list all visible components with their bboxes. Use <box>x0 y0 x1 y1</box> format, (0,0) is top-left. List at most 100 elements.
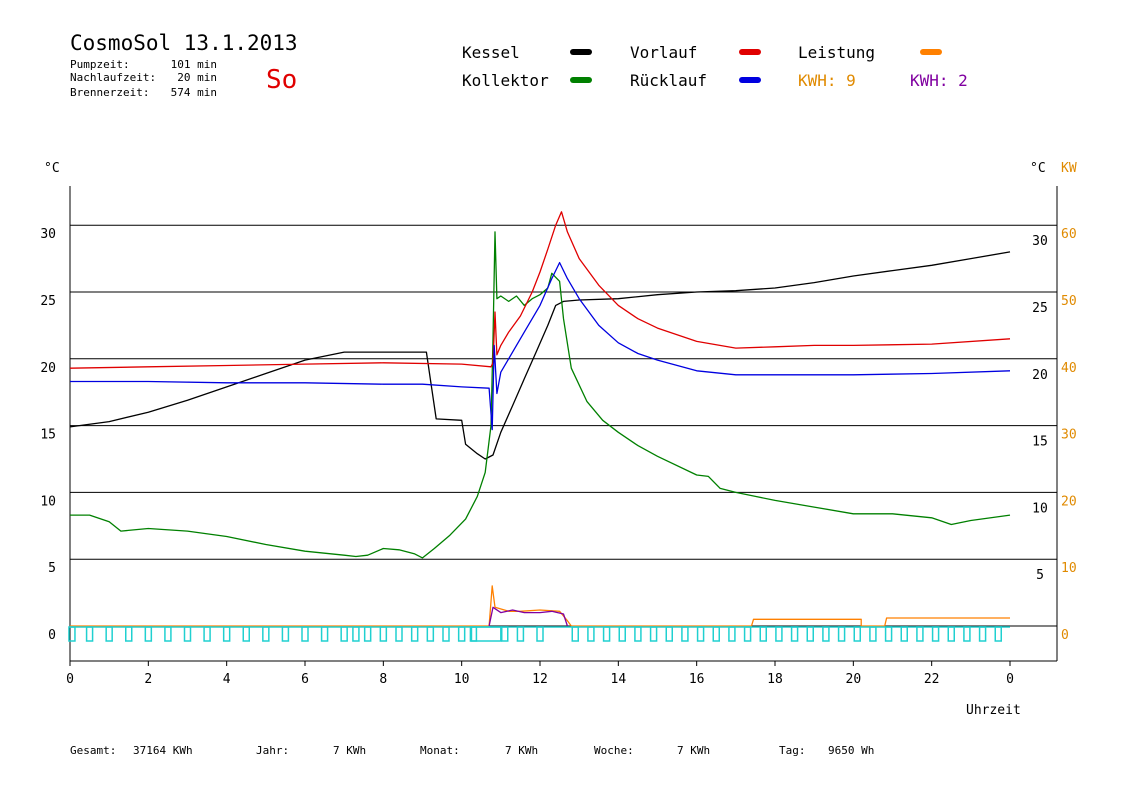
stat-label: Brennerzeit: <box>70 86 149 99</box>
pump-pulse <box>634 626 642 642</box>
axes <box>69 186 1058 662</box>
pump-pulse <box>571 626 579 642</box>
legend-label-kollektor: Kollektor <box>462 71 549 90</box>
x-tick-label: 10 <box>454 672 470 687</box>
y-right-tick-label: 15 <box>1032 435 1048 450</box>
pump-pulse <box>649 626 658 642</box>
pump-pulse <box>618 626 626 642</box>
x-tick-label: 20 <box>846 672 862 687</box>
x-tick-label: 14 <box>611 672 627 687</box>
footer-value: 9650 Wh <box>828 744 874 757</box>
pump-pulse <box>536 626 544 642</box>
pump-pulse <box>963 626 971 642</box>
y-axis-label-right: °C <box>1030 161 1046 176</box>
footer-value: 7 KWh <box>677 744 710 757</box>
pump-pulse <box>916 626 924 642</box>
y-left-tick-label: 0 <box>48 628 56 643</box>
y-left-tick-label: 15 <box>40 428 56 443</box>
pump-pulse <box>790 626 799 642</box>
stat-value: 574 min <box>171 86 217 99</box>
x-tick-label: 8 <box>379 672 387 687</box>
y-right-tick-label: 10 <box>1032 501 1048 516</box>
footer: Gesamt: 37164 KWh Jahr: 7 KWh Monat: 7 K… <box>70 744 874 757</box>
pump-pulse <box>775 626 783 642</box>
stat-value: 101 min <box>171 58 217 71</box>
x-tick-label: 2 <box>144 672 152 687</box>
pump-pulse <box>426 626 435 642</box>
pump-pulse <box>410 626 419 642</box>
x-axis-label: Uhrzeit <box>966 703 1021 718</box>
pump-pulse <box>242 626 250 642</box>
pump-pulse <box>759 626 767 642</box>
y-right-tick-label: 20 <box>1032 368 1048 383</box>
kw-tick-label: 50 <box>1061 294 1077 309</box>
pump-pulse <box>728 626 736 642</box>
footer-label: Jahr: <box>256 744 289 757</box>
footer-label: Gesamt: <box>70 744 116 757</box>
pump-pulse <box>869 626 877 642</box>
legend-swatch-kessel <box>570 49 592 55</box>
stat-value: 20 min <box>177 71 217 84</box>
y-axis-label-left: °C <box>44 161 60 176</box>
series-line-kwh-2-curve <box>488 606 569 627</box>
stats-block: Pumpzeit: 101 min Nachlaufzeit: 20 min B… <box>70 58 217 99</box>
x-tick-label: 0 <box>66 672 74 687</box>
footer-value: 37164 KWh <box>133 744 193 757</box>
pump-pulse <box>144 626 153 642</box>
pump-pulse <box>743 626 752 642</box>
footer-label: Woche: <box>594 744 634 757</box>
pump-pulse <box>203 626 211 642</box>
pump-pulse <box>900 626 908 642</box>
footer-label: Tag: <box>779 744 806 757</box>
pump-pulse <box>837 626 846 642</box>
stat-label: Pumpzeit: <box>70 58 130 71</box>
pump-pulse <box>681 626 689 642</box>
pump-pulse <box>696 626 705 642</box>
pump-pulse <box>822 626 830 642</box>
pump-pulse <box>587 626 595 642</box>
y-left-tick-label: 5 <box>48 561 56 576</box>
legend-label-vorlauf: Vorlauf <box>630 43 697 62</box>
tick-labels: 0 2 4 6 8 10 12 14 16 18 20 22 0 0 5 10 15 20 25 30 5 10 15 20 2… <box>40 227 1076 687</box>
y-right-tick-label: 5 <box>1036 568 1044 583</box>
y-left-tick-label: 10 <box>40 494 56 509</box>
legend-swatch-ruecklauf <box>739 77 761 83</box>
footer-label: Monat: <box>420 744 460 757</box>
stat-label: Nachlaufzeit: <box>70 71 156 84</box>
y-left-tick-label: 25 <box>40 294 56 309</box>
pump-pulse <box>105 626 113 642</box>
series <box>69 211 1011 627</box>
x-tick-label: 16 <box>689 672 705 687</box>
series-line-kollektor <box>70 231 1011 559</box>
kwh-label-1: KWH: 9 <box>798 71 856 90</box>
kw-tick-label: 30 <box>1061 428 1077 443</box>
pump-pulse <box>183 626 192 642</box>
series-line-kessel <box>69 251 1011 460</box>
pump-pulse <box>363 626 372 642</box>
legend: Kessel Kollektor Vorlauf Rücklauf Leistu… <box>462 43 968 90</box>
y-left-tick-label: 20 <box>40 361 56 376</box>
footer-value: 7 KWh <box>505 744 538 757</box>
x-tick-label: 6 <box>301 672 309 687</box>
pump-pulse <box>379 626 388 642</box>
pump-pulse <box>320 626 329 642</box>
y-right-tick-label: 25 <box>1032 301 1048 316</box>
kwh-label-2: KWH: 2 <box>910 71 968 90</box>
kw-axis-label: KW <box>1061 161 1077 176</box>
y-right-tick-label: 30 <box>1032 234 1048 249</box>
x-tick-label: 22 <box>924 672 940 687</box>
pump-pulse <box>978 626 987 642</box>
pump-pulse <box>501 626 509 642</box>
legend-swatch-kollektor <box>570 77 592 83</box>
pump-pulse <box>352 626 360 642</box>
legend-swatch-leistung <box>920 49 942 55</box>
kw-tick-label: 0 <box>1061 628 1069 643</box>
kw-tick-label: 60 <box>1061 227 1077 242</box>
x-tick-label: 0 <box>1006 672 1014 687</box>
kw-tick-label: 20 <box>1061 494 1077 509</box>
pump-pulse <box>125 626 133 642</box>
pump-pulse <box>164 626 172 642</box>
pump-pulse <box>931 626 940 642</box>
pump-pulse <box>947 626 955 642</box>
